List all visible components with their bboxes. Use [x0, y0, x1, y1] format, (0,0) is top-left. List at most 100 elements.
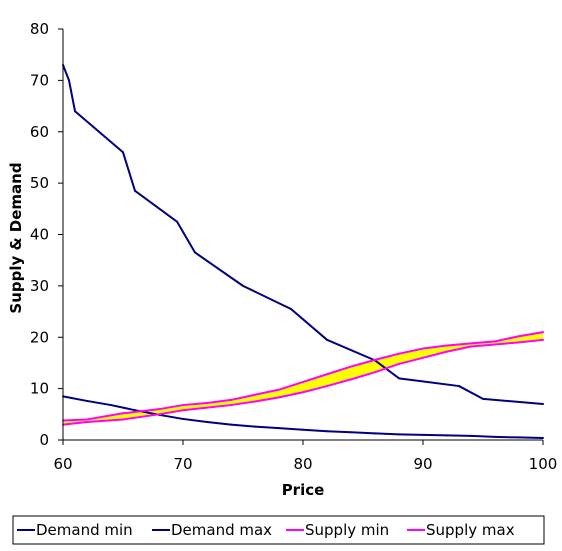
y-tick-label: 60	[30, 123, 49, 141]
data-point-supply-min	[86, 421, 88, 424]
y-tick-label: 80	[30, 20, 49, 38]
data-point-supply-max	[470, 342, 472, 345]
plot-fill-group	[63, 332, 543, 425]
series-line-supply-min	[62, 338, 544, 426]
y-tick-label: 30	[30, 277, 49, 295]
data-point-supply-min	[494, 343, 496, 346]
data-point-supply-min	[398, 362, 400, 365]
data-point-supply-max	[86, 418, 88, 421]
data-point-supply-max	[230, 398, 232, 401]
legend-label-supply-max: Supply max	[426, 521, 515, 539]
data-point-supply-max	[278, 388, 280, 391]
data-point-supply-max	[518, 335, 520, 338]
data-point-demand-min	[494, 435, 496, 438]
data-point-supply-min	[302, 391, 304, 394]
supply-band-fill	[63, 332, 543, 425]
data-point-supply-max	[122, 412, 124, 415]
y-tick-label: 40	[30, 226, 49, 244]
data-point-demand-min	[230, 423, 232, 426]
data-point-demand-max	[74, 110, 76, 113]
data-point-demand-max	[398, 377, 400, 380]
data-point-demand-min	[374, 432, 376, 435]
data-point-demand-max	[134, 189, 136, 192]
legend-box	[12, 515, 545, 545]
data-point-demand-max	[326, 338, 328, 341]
data-point-demand-min	[302, 428, 304, 431]
data-point-demand-max	[242, 284, 244, 287]
data-point-demand-min	[350, 431, 352, 434]
data-point-supply-max	[542, 331, 544, 334]
data-point-supply-min	[182, 409, 184, 412]
data-point-demand-max	[194, 251, 196, 254]
y-tick-label: 50	[30, 174, 49, 192]
data-point-supply-min	[326, 385, 328, 388]
y-axis-title: Supply & Demand	[7, 162, 25, 313]
data-point-supply-max	[206, 402, 208, 405]
legend: Demand min Demand max Supply min Supply max	[12, 515, 545, 545]
data-point-demand-max	[482, 397, 484, 400]
data-point-supply-max	[254, 393, 256, 396]
data-point-supply-min	[518, 341, 520, 344]
data-point-supply-max	[350, 365, 352, 368]
y-tick-label: 10	[30, 380, 49, 398]
data-point-demand-min	[134, 409, 136, 412]
data-point-supply-min	[230, 404, 232, 407]
data-point-supply-max	[182, 404, 184, 407]
x-tick-label: 80	[293, 455, 312, 473]
y-tick-label: 0	[39, 431, 49, 449]
data-point-supply-min	[350, 378, 352, 381]
data-point-supply-min	[446, 350, 448, 353]
data-point-demand-max	[458, 385, 460, 388]
x-axis-title: Price	[282, 481, 325, 499]
data-point-supply-min	[422, 356, 424, 359]
data-point-demand-min	[110, 404, 112, 407]
legend-label-demand-min: Demand min	[36, 521, 133, 539]
data-point-demand-min	[470, 434, 472, 437]
data-point-demand-min	[278, 427, 280, 430]
data-point-demand-min	[182, 417, 184, 420]
data-point-demand-max	[176, 220, 178, 223]
x-tick-label: 100	[529, 455, 558, 473]
ticks: 60 70 80 90 100 0 10 20 30 40 50 60 70 80	[30, 20, 557, 473]
y-tick-label: 20	[30, 328, 49, 346]
axes	[62, 29, 543, 441]
data-point-demand-max	[290, 307, 292, 310]
data-point-supply-min	[374, 371, 376, 374]
data-point-demand-min	[86, 399, 88, 402]
data-point-supply-min	[158, 413, 160, 416]
data-point-supply-max	[422, 347, 424, 350]
data-point-supply-min	[542, 338, 544, 341]
series-line-supply-max	[62, 331, 544, 422]
legend-label-supply-min: Supply min	[305, 521, 389, 539]
data-point-supply-max	[494, 340, 496, 343]
data-point-supply-max	[302, 380, 304, 383]
data-point-demand-min	[326, 430, 328, 433]
data-point-demand-min	[422, 433, 424, 436]
data-point-supply-min	[470, 345, 472, 348]
x-tick-label: 60	[53, 455, 72, 473]
data-point-supply-min	[254, 400, 256, 403]
x-tick-label: 90	[413, 455, 432, 473]
data-point-supply-min	[278, 396, 280, 399]
legend-label-demand-max: Demand max	[171, 521, 272, 539]
plot-series-group	[62, 63, 544, 439]
series-line-demand-max	[62, 64, 544, 406]
data-point-supply-max	[446, 344, 448, 347]
data-point-demand-min	[398, 433, 400, 436]
data-point-demand-max	[542, 403, 544, 406]
x-tick-label: 70	[173, 455, 192, 473]
data-point-supply-max	[398, 352, 400, 355]
data-point-demand-min	[542, 436, 544, 439]
data-point-demand-min	[254, 425, 256, 428]
data-point-demand-min	[206, 421, 208, 424]
data-point-demand-max	[68, 79, 70, 82]
data-point-supply-max	[326, 373, 328, 376]
data-point-demand-min	[518, 436, 520, 439]
data-point-demand-max	[122, 151, 124, 154]
data-point-supply-max	[374, 358, 376, 361]
data-point-supply-min	[122, 418, 124, 421]
data-point-demand-min	[446, 434, 448, 437]
data-point-supply-max	[158, 408, 160, 411]
data-point-supply-min	[206, 406, 208, 409]
